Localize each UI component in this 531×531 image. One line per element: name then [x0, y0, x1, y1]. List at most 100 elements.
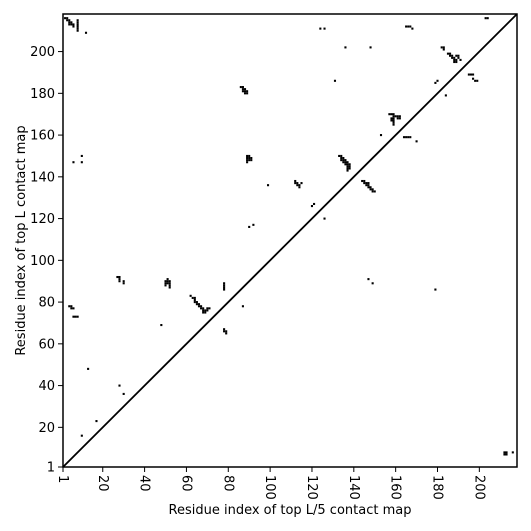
x-axis-ticks: 1 20 40 60 80 100 120 140 160 180 200	[55, 467, 486, 500]
contact-cell	[68, 21, 71, 24]
contact-cell	[459, 58, 462, 61]
contact-cell	[204, 309, 207, 312]
contact-cell	[248, 154, 251, 157]
contact-cell	[164, 284, 167, 287]
y-tick-label: 60	[38, 337, 55, 352]
contact-cell	[76, 19, 79, 22]
contact-cell	[344, 161, 347, 164]
contact-cell	[455, 54, 458, 57]
contact-cell	[367, 278, 370, 281]
contact-cell	[396, 115, 399, 118]
contact-cell	[68, 305, 71, 308]
contact-cell	[396, 117, 399, 120]
contact-cell	[191, 296, 194, 299]
contact-cell	[392, 115, 395, 118]
contact-cell	[248, 159, 251, 162]
contact-cell	[243, 92, 247, 95]
contact-cell	[223, 282, 226, 285]
contact-cell	[407, 25, 410, 28]
contact-cell	[246, 156, 249, 160]
contact-cell	[469, 73, 473, 76]
contact-cell	[200, 307, 203, 310]
contact-cell	[363, 182, 366, 185]
contact-cell	[398, 115, 401, 118]
contact-cell	[70, 307, 73, 310]
contact-cell	[392, 117, 395, 120]
contact-cell	[323, 27, 326, 30]
contact-cell	[440, 46, 443, 49]
contact-cell	[453, 60, 456, 64]
contact-cell	[223, 288, 226, 291]
contact-cell	[379, 134, 383, 137]
contact-cell	[74, 315, 77, 318]
contact-cell	[122, 282, 125, 285]
contact-cell	[208, 307, 211, 310]
contact-cell	[392, 119, 395, 122]
x-tick-label: 160	[388, 475, 403, 500]
contact-cell	[371, 282, 374, 285]
contact-cell	[118, 275, 121, 279]
contact-cell	[70, 21, 73, 24]
contact-cell	[449, 54, 452, 57]
contact-cell	[415, 140, 418, 143]
contact-cell	[298, 184, 301, 187]
contact-cell	[313, 202, 316, 206]
contact-cell	[346, 167, 349, 170]
contact-cell	[72, 25, 75, 28]
contact-cell	[225, 330, 228, 333]
contact-cell	[72, 161, 75, 164]
contact-cell	[338, 154, 341, 157]
contact-cell	[457, 54, 460, 57]
contact-cell	[68, 19, 71, 22]
contact-cell	[451, 56, 454, 59]
contact-cell	[66, 19, 69, 22]
y-tick-label: 40	[38, 379, 55, 394]
contact-cell	[348, 167, 351, 170]
contact-cell	[451, 54, 454, 57]
x-axis-label: Residue index of top L/5 contact map	[169, 503, 412, 518]
y-axis-label: Residue index of top L contact map	[14, 125, 29, 355]
plot-frame	[62, 13, 518, 468]
contact-cell	[116, 275, 119, 279]
contact-cell	[76, 315, 79, 318]
contact-cell	[474, 79, 477, 82]
contact-cell	[402, 136, 406, 139]
contact-cell	[511, 451, 514, 454]
contact-cell	[166, 278, 169, 281]
contact-cell	[246, 154, 249, 157]
contact-cell	[503, 451, 506, 454]
contact-cell	[367, 184, 370, 187]
contact-cell	[266, 184, 270, 187]
contact-cell	[390, 119, 393, 122]
contact-cell	[300, 182, 303, 185]
contact-cell	[392, 123, 395, 126]
contact-cell	[250, 156, 253, 160]
contact-cell	[348, 165, 351, 168]
contact-cell	[76, 25, 79, 28]
contact-cell	[333, 79, 337, 82]
contact-cell	[246, 90, 249, 93]
contact-cell	[223, 284, 226, 287]
contact-cell	[204, 311, 207, 314]
contact-cell	[346, 163, 349, 166]
y-tick-label: 140	[30, 170, 55, 185]
contact-cell	[409, 136, 412, 139]
contact-cell	[223, 328, 226, 331]
contact-cell	[241, 86, 244, 89]
contact-cell	[241, 90, 244, 93]
contact-cell	[453, 58, 456, 61]
contact-cell	[476, 79, 479, 82]
contact-cell	[369, 46, 372, 49]
contact-cell	[342, 159, 345, 162]
contact-cell	[294, 182, 297, 185]
contact-cell	[225, 332, 228, 335]
contact-cell	[68, 23, 71, 26]
contact-cell	[296, 184, 299, 187]
x-tick-label: 80	[220, 475, 235, 492]
contact-cell	[239, 86, 242, 89]
y-tick-label: 80	[38, 296, 55, 311]
contact-cell	[363, 179, 366, 183]
contact-cell	[409, 25, 412, 28]
contact-cell	[371, 188, 374, 191]
